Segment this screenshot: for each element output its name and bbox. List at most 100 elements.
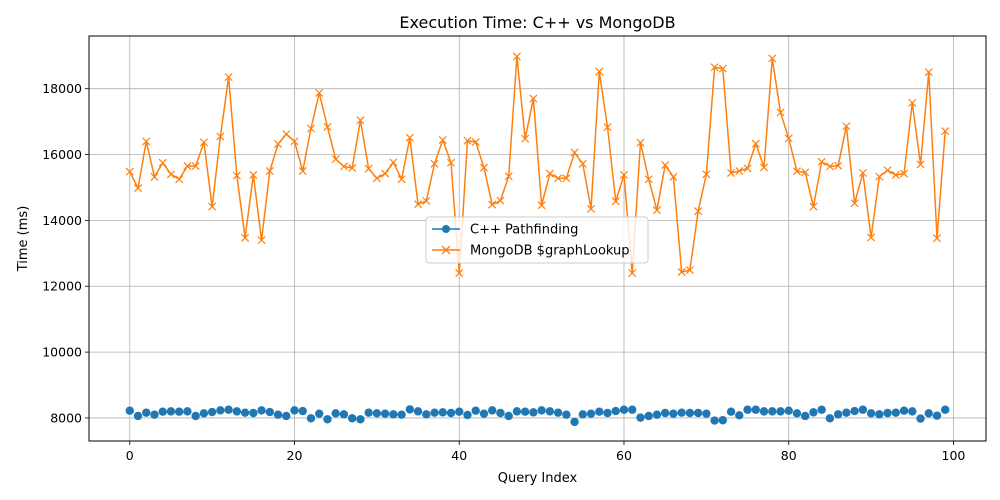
data-point — [710, 416, 719, 425]
data-point — [488, 200, 497, 209]
data-point — [158, 158, 167, 167]
data-point — [751, 405, 760, 414]
data-point — [479, 163, 488, 172]
data-point — [636, 138, 645, 147]
data-point — [512, 52, 521, 61]
data-point — [207, 407, 217, 417]
x-axis-label: Query Index — [498, 471, 578, 486]
data-point — [916, 414, 925, 423]
data-point — [356, 116, 365, 125]
data-point — [397, 410, 406, 419]
data-point — [323, 122, 332, 131]
plot-series — [125, 52, 950, 427]
data-point — [726, 407, 736, 416]
data-point — [331, 409, 340, 418]
data-point — [916, 160, 925, 169]
data-point — [578, 159, 587, 168]
data-point — [381, 169, 390, 178]
data-point — [817, 157, 826, 166]
data-point — [586, 409, 596, 418]
data-point — [414, 200, 423, 209]
data-point — [298, 406, 307, 416]
x-tick-label: 60 — [616, 448, 632, 463]
data-point — [578, 410, 587, 419]
data-point — [142, 137, 151, 146]
data-point — [142, 408, 151, 417]
data-point — [356, 415, 365, 424]
data-point — [191, 411, 200, 421]
data-point — [900, 169, 909, 178]
data-point — [224, 73, 233, 82]
data-point — [488, 406, 497, 415]
series-0 — [125, 405, 950, 427]
data-point — [644, 411, 653, 421]
data-point — [191, 162, 200, 171]
data-point — [908, 407, 917, 416]
y-tick-label: 14000 — [42, 213, 82, 228]
data-point — [389, 410, 398, 419]
y-tick-label: 12000 — [42, 279, 82, 294]
x-tick-label: 40 — [451, 448, 467, 463]
data-point — [389, 158, 398, 167]
data-point — [941, 127, 950, 136]
data-point — [463, 410, 472, 420]
data-point — [298, 166, 307, 176]
data-point — [850, 406, 859, 416]
data-point — [792, 167, 801, 176]
data-point — [891, 408, 901, 417]
data-point — [867, 233, 876, 242]
series-line — [129, 55, 946, 274]
data-point — [759, 407, 769, 416]
data-point — [850, 199, 859, 208]
data-point — [216, 132, 225, 141]
data-point — [817, 405, 826, 414]
axis-ticks: 0 20 40 60 80 100 8000 10000 12000 14000 16000 1800… — [42, 81, 965, 463]
data-point — [125, 406, 134, 415]
data-point — [669, 409, 678, 418]
data-point — [866, 409, 876, 418]
data-point — [323, 415, 332, 424]
data-point — [521, 134, 530, 143]
data-point — [702, 170, 711, 179]
data-point — [595, 407, 604, 416]
data-point — [834, 161, 843, 170]
data-point — [479, 409, 489, 418]
data-point — [595, 67, 604, 76]
data-point — [306, 124, 316, 133]
data-point — [257, 406, 266, 415]
data-point — [339, 162, 348, 171]
data-point — [562, 410, 571, 419]
data-point — [784, 134, 793, 143]
data-point — [438, 408, 447, 417]
data-point — [553, 408, 563, 417]
data-point — [290, 137, 299, 146]
data-point — [677, 408, 686, 417]
data-point — [150, 410, 159, 419]
data-point — [694, 207, 703, 216]
data-point — [759, 163, 769, 172]
legend-marker-cpp — [442, 225, 450, 233]
data-point — [545, 407, 555, 416]
data-point — [809, 202, 818, 211]
data-point — [175, 175, 184, 184]
data-point — [512, 407, 522, 416]
data-point — [257, 236, 266, 245]
data-point — [669, 172, 678, 181]
data-point — [496, 408, 505, 418]
data-point — [529, 408, 538, 417]
data-point — [537, 201, 546, 210]
x-tick-label: 100 — [942, 448, 966, 463]
data-point — [628, 405, 637, 414]
data-point — [768, 407, 777, 416]
data-point — [809, 408, 818, 417]
data-point — [554, 174, 563, 183]
data-point — [801, 411, 810, 421]
data-point — [520, 407, 530, 416]
data-point — [339, 410, 349, 419]
data-point — [397, 175, 406, 184]
data-point — [446, 158, 456, 167]
data-point — [232, 407, 242, 416]
y-axis-label: Time (ms) — [16, 206, 31, 273]
data-point — [718, 416, 728, 425]
